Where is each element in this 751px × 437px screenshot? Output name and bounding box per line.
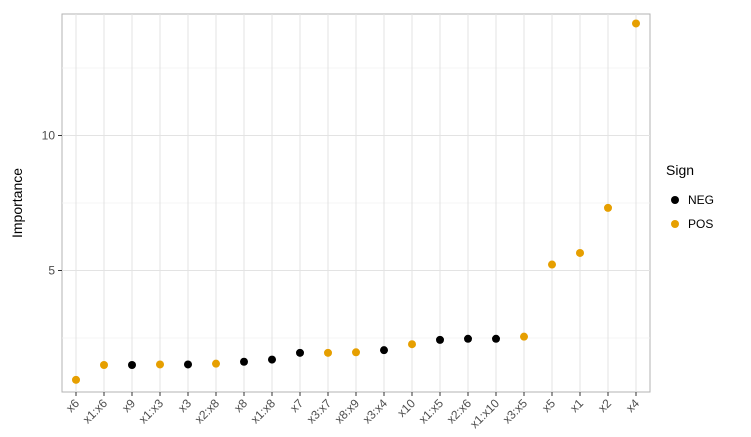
y-axis-ticks: 5 10 (42, 129, 62, 278)
data-point-pos (100, 361, 108, 369)
x-tick-label: x1:x6 (80, 396, 110, 426)
x-tick-label: x1:x5 (416, 396, 446, 426)
legend-key-neg (671, 196, 679, 204)
x-tick-label: x4 (623, 396, 642, 415)
y-tick-label: 5 (48, 264, 55, 278)
data-point-pos (576, 248, 584, 257)
data-point-pos (520, 332, 528, 341)
data-point-pos (604, 203, 612, 212)
x-tick-label: x7 (287, 396, 306, 415)
x-tick-label: x2 (595, 396, 614, 415)
data-point-pos (212, 359, 220, 368)
data-point-neg (464, 334, 472, 343)
data-point-neg (492, 334, 500, 343)
data-points (72, 19, 640, 384)
data-point-pos (352, 348, 360, 357)
data-point-neg (240, 357, 248, 366)
x-tick-label: x1:x3 (136, 396, 166, 426)
x-tick-label: x3:x7 (304, 396, 334, 426)
data-point-pos (72, 375, 80, 384)
data-point-pos (156, 360, 164, 369)
legend-title: Sign (666, 162, 694, 178)
data-point-neg (296, 348, 304, 357)
x-tick-label: x8:x9 (332, 396, 362, 426)
x-tick-label: x3:x5 (500, 396, 530, 426)
legend-label-neg: NEG (688, 193, 714, 207)
x-tick-label: x2:x8 (192, 396, 222, 426)
x-tick-label: x3 (175, 396, 194, 415)
data-point-pos (632, 19, 640, 28)
x-tick-label: x1:x8 (248, 396, 278, 426)
gridlines (62, 14, 650, 392)
y-axis-title: Importance (9, 168, 25, 238)
data-point-neg (268, 355, 276, 364)
x-tick-label: x3:x4 (360, 396, 390, 426)
x-tick-label: x1:x10 (467, 396, 502, 431)
data-point-neg (380, 346, 388, 355)
legend-key-pos (671, 220, 679, 228)
data-point-pos (408, 340, 416, 349)
y-tick-label: 10 (42, 129, 56, 143)
legend: Sign NEG POS (666, 162, 714, 231)
x-tick-label: x10 (395, 396, 419, 420)
x-tick-label: x8 (231, 396, 250, 415)
x-tick-label: x9 (119, 396, 138, 415)
data-point-neg (436, 335, 444, 344)
x-tick-label: x6 (63, 396, 82, 415)
x-tick-label: x1 (567, 396, 586, 415)
data-point-pos (548, 260, 556, 269)
legend-label-pos: POS (688, 217, 713, 231)
data-point-pos (324, 348, 332, 357)
x-tick-label: x5 (539, 396, 558, 415)
data-point-neg (128, 361, 136, 369)
data-point-neg (184, 360, 192, 369)
